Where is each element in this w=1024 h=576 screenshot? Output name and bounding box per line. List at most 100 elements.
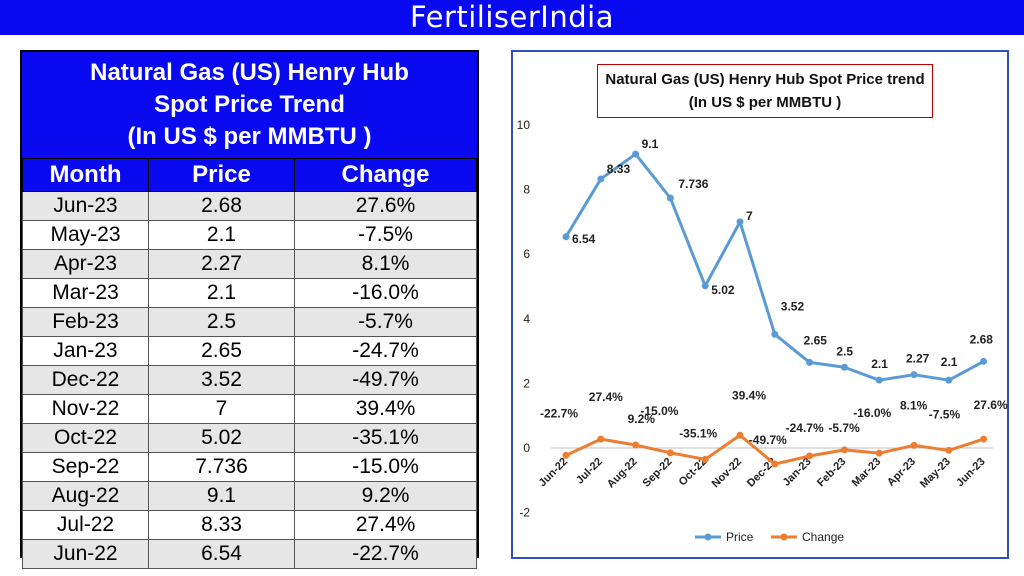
header-change: Change xyxy=(294,158,477,192)
change-data-label: 8.1% xyxy=(900,398,928,412)
x-tick-label: Mar-23 xyxy=(850,456,884,490)
change-data-label: -5.7% xyxy=(828,421,860,435)
data-point-price xyxy=(980,357,988,365)
price-data-label: 2.65 xyxy=(804,333,828,347)
cell-price: 2.1 xyxy=(148,220,295,250)
data-point-change xyxy=(945,446,953,454)
price-data-label: 2.5 xyxy=(836,344,853,358)
cell-change: 27.6% xyxy=(294,191,477,221)
cell-month: Aug-22 xyxy=(22,481,149,511)
table-row: Jul-22 8.33 27.4% xyxy=(22,510,477,540)
y-tick-label: -2 xyxy=(519,506,530,520)
change-data-label: -35.1% xyxy=(679,426,717,440)
legend-marker-change xyxy=(780,533,788,541)
data-point-price xyxy=(806,358,814,366)
cell-price: 5.02 xyxy=(148,423,295,453)
price-data-label: 5.02 xyxy=(711,283,735,297)
table-row: May-23 2.1 -7.5% xyxy=(22,220,477,250)
cell-price: 8.33 xyxy=(148,510,295,540)
data-point-price xyxy=(597,175,605,183)
cell-month: Jun-22 xyxy=(22,539,149,569)
table-title: Natural Gas (US) Henry Hub Spot Price Tr… xyxy=(22,52,477,158)
change-data-label: -22.7% xyxy=(540,406,578,420)
legend-label-change: Change xyxy=(802,530,844,544)
table-row: Jun-22 6.54 -22.7% xyxy=(22,539,477,569)
cell-change: 9.2% xyxy=(294,481,477,511)
price-data-label: 2.68 xyxy=(970,332,994,346)
cell-change: -49.7% xyxy=(294,365,477,395)
y-tick-label: 10 xyxy=(517,118,531,132)
cell-change: -35.1% xyxy=(294,423,477,453)
header-price: Price xyxy=(148,158,295,192)
cell-change: 8.1% xyxy=(294,249,477,279)
change-data-label: 27.4% xyxy=(589,390,623,404)
cell-change: 39.4% xyxy=(294,394,477,424)
table-body: Jun-23 2.68 27.6% May-23 2.1 -7.5% Apr-23 2.27 8… xyxy=(22,191,477,569)
table-row: Dec-22 3.52 -49.7% xyxy=(22,365,477,395)
cell-month: Jan-23 xyxy=(22,336,149,366)
cell-price: 2.5 xyxy=(148,307,295,337)
legend-label-price: Price xyxy=(726,530,754,544)
x-tick-label: Nov-22 xyxy=(710,456,744,490)
cell-change: -22.7% xyxy=(294,539,477,569)
table-row: Oct-22 5.02 -35.1% xyxy=(22,423,477,453)
x-tick-label: Sep-22 xyxy=(641,456,675,490)
cell-price: 2.68 xyxy=(148,191,295,221)
data-point-change xyxy=(771,460,779,468)
table-row: Aug-22 9.1 9.2% xyxy=(22,481,477,511)
table-title-line-1: Natural Gas (US) Henry Hub xyxy=(90,59,409,86)
data-point-price xyxy=(736,218,744,226)
cell-month: Apr-23 xyxy=(22,249,149,279)
data-point-price xyxy=(701,282,709,290)
data-point-change xyxy=(632,441,640,449)
cell-change: -15.0% xyxy=(294,452,477,482)
data-point-change xyxy=(806,452,814,460)
x-tick-label: Aug-22 xyxy=(605,456,640,491)
table-row: Jun-23 2.68 27.6% xyxy=(22,191,477,221)
table-row: Jan-23 2.65 -24.7% xyxy=(22,336,477,366)
data-point-price xyxy=(840,363,848,371)
data-point-price xyxy=(875,376,883,384)
price-data-label: 8.33 xyxy=(607,162,631,176)
cell-month: May-23 xyxy=(22,220,149,250)
x-tick-label: Jun-22 xyxy=(537,456,571,490)
change-data-label: 39.4% xyxy=(732,388,766,402)
cell-change: -5.7% xyxy=(294,307,477,337)
data-point-price xyxy=(632,150,640,158)
cell-price: 2.27 xyxy=(148,249,295,279)
cell-month: Nov-22 xyxy=(22,394,149,424)
data-point-price xyxy=(562,233,570,241)
legend-marker-price xyxy=(704,533,712,541)
price-data-label: 7.736 xyxy=(678,177,708,191)
cell-month: Mar-23 xyxy=(22,278,149,308)
price-data-label: 3.52 xyxy=(781,299,805,313)
x-tick-label: Jul-22 xyxy=(574,456,605,487)
data-point-change xyxy=(736,431,744,439)
table-title-line-2: Spot Price Trend xyxy=(154,91,345,118)
x-tick-label: Feb-23 xyxy=(815,456,849,490)
cell-change: -24.7% xyxy=(294,336,477,366)
price-data-label: 9.1 xyxy=(642,137,659,151)
change-data-label: -49.7% xyxy=(749,433,787,447)
data-point-change xyxy=(666,449,674,457)
chart-title-line-2: (In US $ per MMBTU ) xyxy=(688,94,842,111)
data-point-price xyxy=(910,371,918,379)
y-tick-label: 8 xyxy=(523,183,530,197)
table-row: Feb-23 2.5 -5.7% xyxy=(22,307,477,337)
cell-month: Jul-22 xyxy=(22,510,149,540)
change-data-label: -15.0% xyxy=(640,404,678,418)
cell-month: Feb-23 xyxy=(22,307,149,337)
cell-price: 2.1 xyxy=(148,278,295,308)
y-tick-label: 2 xyxy=(523,376,530,390)
change-data-label: -7.5% xyxy=(929,407,961,421)
cell-price: 7 xyxy=(148,394,295,424)
cell-price: 6.54 xyxy=(148,539,295,569)
y-tick-label: 4 xyxy=(523,312,530,326)
chart-panel: Natural Gas (US) Henry Hub Spot Price tr… xyxy=(511,50,1009,559)
price-table: Natural Gas (US) Henry Hub Spot Price Tr… xyxy=(20,50,479,569)
table-row: Apr-23 2.27 8.1% xyxy=(22,249,477,279)
price-data-label: 2.1 xyxy=(871,357,888,371)
data-point-change xyxy=(840,446,848,454)
price-data-label: 2.27 xyxy=(906,352,930,366)
